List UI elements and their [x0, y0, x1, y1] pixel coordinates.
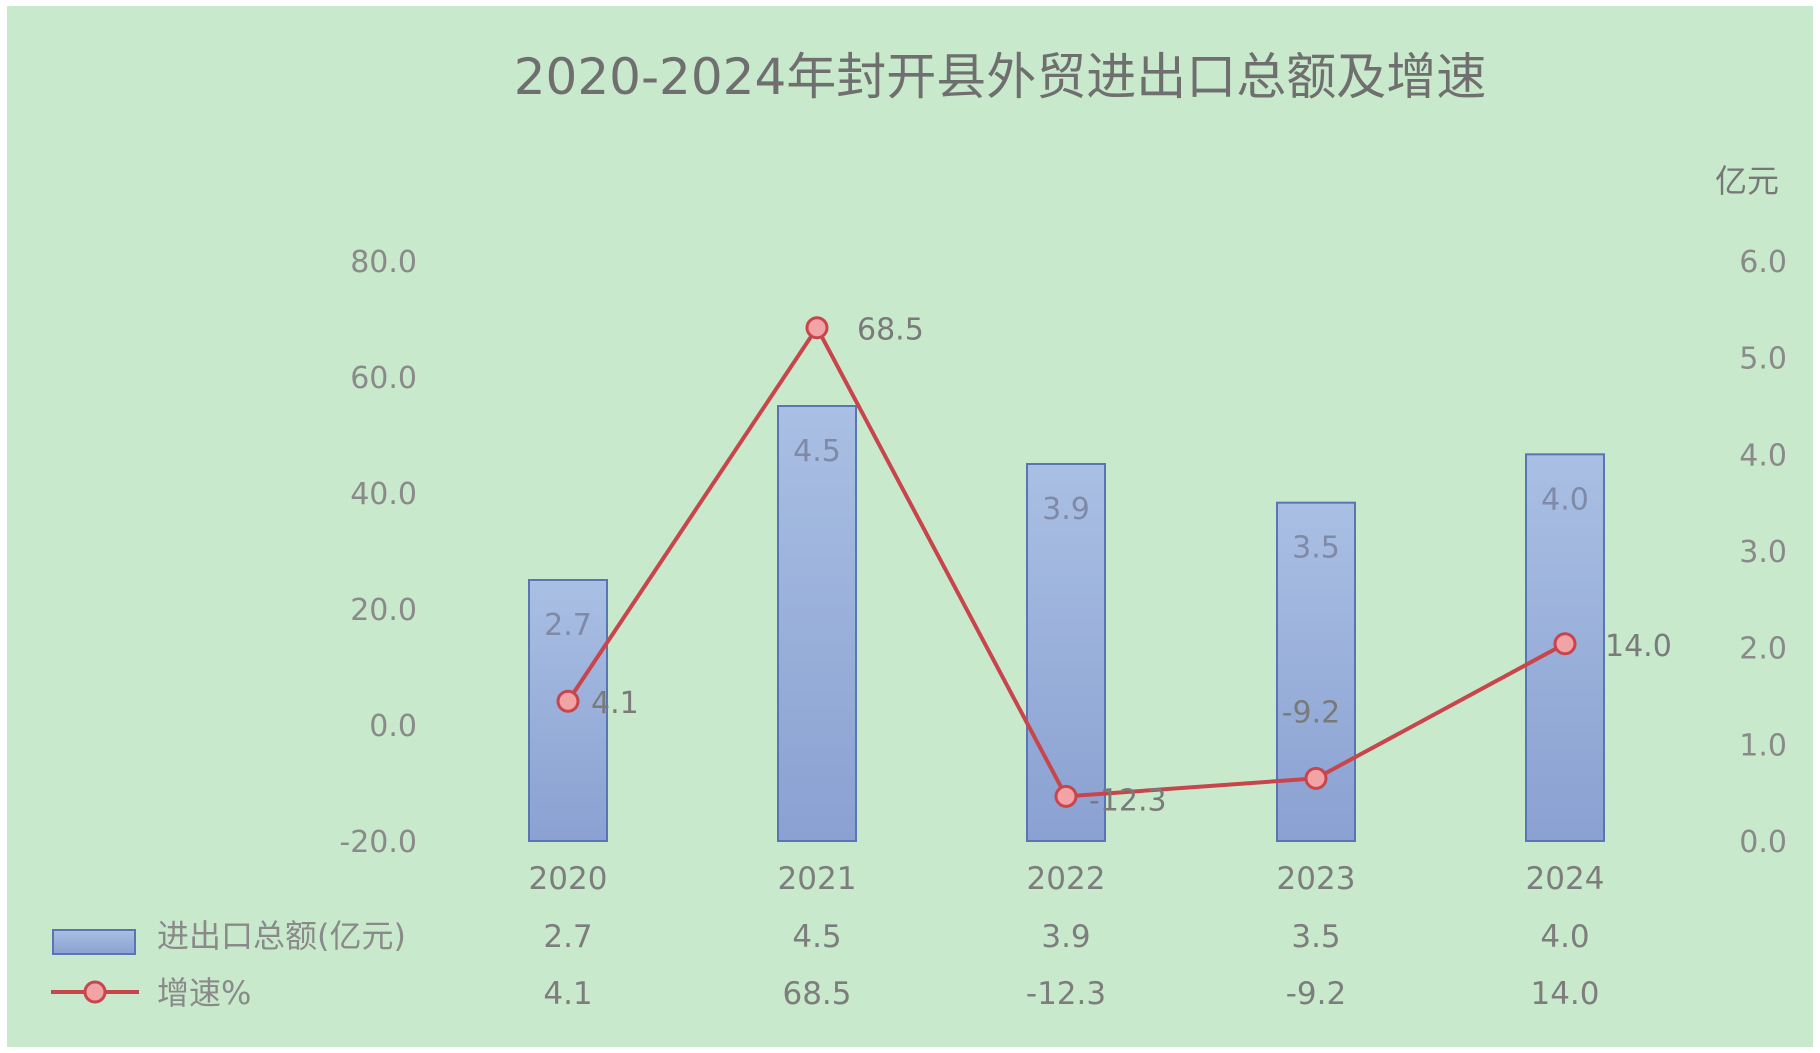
x-axis-category-label: 2020: [529, 861, 608, 897]
right-axis-unit: 亿元: [1715, 162, 1779, 200]
x-axis-category-label: 2021: [778, 861, 857, 897]
x-axis-category-label: 2024: [1526, 861, 1605, 897]
left-axis-tick: 80.0: [350, 245, 417, 280]
data-table-cell: 4.1: [543, 976, 592, 1012]
right-axis-tick: 4.0: [1739, 438, 1787, 473]
x-axis-category-label: 2022: [1027, 861, 1106, 897]
chart-frame: 2020-2024年封开县外贸进出口总额及增速亿元 80.0 60.0 40.0 20.…: [7, 6, 1813, 1047]
data-table-cell: -12.3: [1026, 976, 1106, 1012]
bar-value-label: 4.5: [793, 434, 841, 469]
legend-bar-swatch: [52, 929, 136, 955]
growth-marker: [805, 316, 829, 340]
right-axis-tick: 1.0: [1739, 728, 1787, 763]
data-table-cell: 14.0: [1530, 976, 1599, 1012]
growth-value-label: -12.3: [1089, 783, 1167, 818]
right-axis-tick: 5.0: [1739, 342, 1787, 377]
bar-value-label: 2.7: [544, 608, 592, 643]
bar-value-label: 4.0: [1541, 482, 1589, 517]
growth-marker: [556, 689, 580, 713]
data-table-cell: 4.5: [792, 919, 841, 955]
left-axis-tick: 0.0: [369, 709, 417, 744]
left-axis-tick: 60.0: [350, 361, 417, 396]
data-table-cell: -9.2: [1286, 976, 1347, 1012]
legend-label: 进出口总额(亿元): [157, 917, 406, 955]
bar: [1276, 501, 1356, 842]
legend-label: 增速%: [157, 974, 251, 1012]
data-table-cell: 68.5: [782, 976, 851, 1012]
growth-marker: [1553, 632, 1577, 656]
right-axis-tick: 0.0: [1739, 825, 1787, 860]
bar-value-label: 3.9: [1042, 492, 1090, 527]
right-axis-tick: 2.0: [1739, 632, 1787, 667]
data-table-cell: 2.7: [543, 919, 592, 955]
bar: [777, 405, 857, 842]
left-axis-tick: -20.0: [339, 825, 417, 860]
bar-value-label: 3.5: [1292, 531, 1340, 566]
right-axis-tick: 3.0: [1739, 535, 1787, 570]
chart-title: 2020-2024年封开县外贸进出口总额及增速: [514, 48, 1487, 106]
left-axis-tick: 20.0: [350, 593, 417, 628]
growth-value-label: 14.0: [1605, 629, 1672, 664]
data-table-cell: 3.9: [1041, 919, 1090, 955]
data-table-cell: 4.0: [1540, 919, 1589, 955]
data-table-cell: 3.5: [1291, 919, 1340, 955]
bar: [1026, 463, 1106, 842]
growth-value-label: 4.1: [591, 686, 639, 721]
legend-line-marker: [83, 980, 107, 1004]
growth-value-label: 68.5: [857, 313, 924, 348]
left-axis-tick: 40.0: [350, 477, 417, 512]
growth-value-label: -9.2: [1282, 695, 1341, 730]
x-axis-category-label: 2023: [1277, 861, 1356, 897]
right-axis-tick: 6.0: [1739, 245, 1787, 280]
growth-marker: [1304, 766, 1328, 790]
growth-marker: [1054, 784, 1078, 808]
